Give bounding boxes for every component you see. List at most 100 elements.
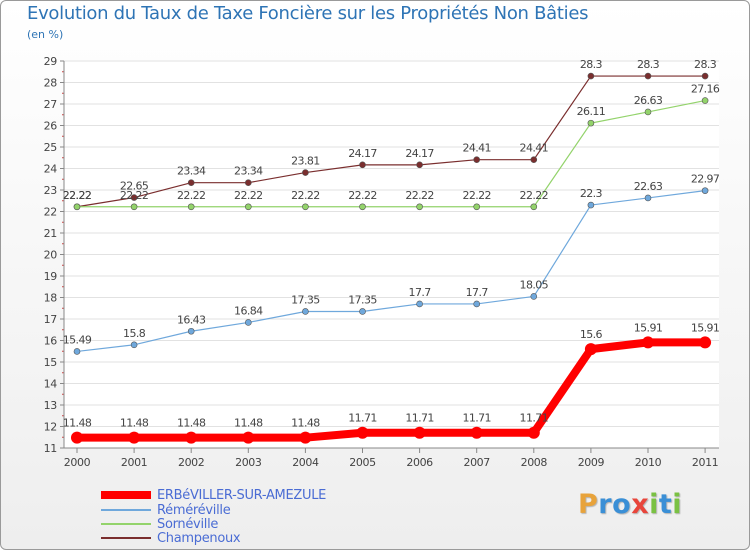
- y-tick-label: 19: [44, 270, 58, 283]
- legend-item: ERBéVILLER-SUR-AMEZULE: [101, 487, 326, 503]
- legend-label: Sornéville: [157, 516, 219, 532]
- data-label: 15.8: [123, 327, 146, 340]
- data-point: [359, 203, 366, 211]
- data-label: 24.17: [348, 147, 377, 160]
- data-point: [473, 156, 481, 163]
- x-tick-label: 2006: [406, 456, 433, 469]
- data-label: 22.22: [462, 189, 491, 202]
- y-tick-label: 20: [44, 249, 58, 262]
- data-label: 28.3: [580, 58, 603, 71]
- data-label: 11.48: [63, 417, 92, 430]
- data-point: [302, 169, 309, 176]
- data-point: [527, 426, 540, 439]
- data-point: [130, 194, 138, 201]
- data-label: 24.17: [405, 147, 434, 160]
- x-tick-label: 2009: [578, 456, 605, 469]
- data-point: [299, 431, 312, 444]
- data-point: [701, 97, 709, 104]
- data-label: 15.91: [691, 321, 720, 334]
- data-point: [473, 203, 481, 211]
- data-label: 17.7: [409, 286, 432, 299]
- y-tick-label: 16: [44, 335, 58, 348]
- data-label: 26.63: [634, 94, 663, 107]
- y-tick-label: 23: [44, 184, 58, 197]
- data-point: [530, 293, 538, 300]
- data-point: [416, 203, 423, 211]
- data-point: [644, 108, 652, 116]
- data-label: 15.6: [580, 328, 603, 341]
- legend-item: Champenoux: [101, 530, 241, 546]
- data-point: [470, 426, 483, 439]
- data-point: [413, 426, 426, 439]
- legend-swatch: [101, 537, 151, 539]
- logo-letter: x: [631, 489, 650, 520]
- data-point: [245, 203, 252, 211]
- x-tick-label: 2008: [521, 456, 548, 469]
- data-label: 16.43: [177, 313, 206, 326]
- x-tick-label: 2007: [463, 456, 490, 469]
- legend-label: Réméréville: [157, 502, 231, 518]
- data-label: 26.11: [577, 105, 606, 118]
- data-label: 28.3: [694, 58, 717, 71]
- data-point: [130, 203, 138, 211]
- logo-letter: P: [578, 489, 599, 520]
- data-point: [416, 300, 423, 308]
- data-point: [302, 308, 309, 315]
- x-tick-label: 2005: [349, 456, 376, 469]
- y-tick-label: 27: [44, 98, 58, 111]
- data-label: 11.71: [462, 412, 491, 425]
- logo-letter: o: [612, 489, 632, 520]
- x-tick-label: 2010: [635, 456, 662, 469]
- data-point: [416, 161, 423, 169]
- y-tick-label: 12: [44, 421, 57, 434]
- legend-label: Champenoux: [157, 530, 241, 546]
- data-label: 24.41: [520, 142, 549, 155]
- data-label: 28.3: [637, 58, 660, 71]
- data-label: 17.35: [291, 293, 320, 306]
- data-point: [587, 72, 595, 80]
- data-label: 22.22: [177, 189, 206, 202]
- data-point: [587, 119, 595, 127]
- data-point: [187, 179, 195, 186]
- data-label: 27.16: [691, 83, 720, 96]
- data-point: [644, 194, 652, 202]
- data-label: 11.71: [520, 412, 549, 425]
- data-point: [584, 343, 597, 356]
- logo-letter: t: [658, 489, 673, 520]
- data-label: 22.97: [691, 173, 720, 186]
- legend-item: Sornéville: [101, 516, 218, 532]
- data-label: 16.84: [234, 304, 263, 317]
- data-label: 22.65: [120, 180, 149, 193]
- x-tick-label: 2000: [64, 456, 91, 469]
- data-point: [473, 300, 481, 308]
- data-label: 11.48: [234, 417, 263, 430]
- y-tick-label: 29: [44, 55, 58, 68]
- data-label: 11.48: [120, 417, 149, 430]
- data-point: [642, 336, 654, 349]
- legend-swatch: [101, 491, 151, 499]
- data-point: [359, 161, 366, 169]
- x-tick-label: 2011: [692, 456, 718, 469]
- data-point: [587, 201, 595, 209]
- data-point: [242, 431, 255, 444]
- data-label: 23.34: [234, 165, 263, 178]
- data-label: 15.49: [63, 333, 92, 346]
- proxiti-logo: Proxiti: [578, 489, 682, 520]
- data-label: 22.22: [520, 189, 549, 202]
- y-tick-label: 21: [44, 227, 57, 240]
- y-axis-unit-label: (en %): [27, 28, 64, 41]
- legend-swatch: [101, 509, 151, 511]
- data-point: [356, 426, 369, 439]
- data-label: 22.22: [63, 189, 92, 202]
- y-tick-label: 25: [44, 141, 58, 154]
- y-tick-label: 14: [44, 378, 58, 391]
- chart-title: Evolution du Taux de Taxe Foncière sur l…: [27, 3, 589, 24]
- data-point: [245, 319, 252, 326]
- data-point: [245, 179, 252, 186]
- data-point: [530, 156, 538, 163]
- data-point: [130, 341, 138, 349]
- data-point: [71, 431, 83, 444]
- data-point: [699, 336, 712, 349]
- data-point: [187, 327, 195, 335]
